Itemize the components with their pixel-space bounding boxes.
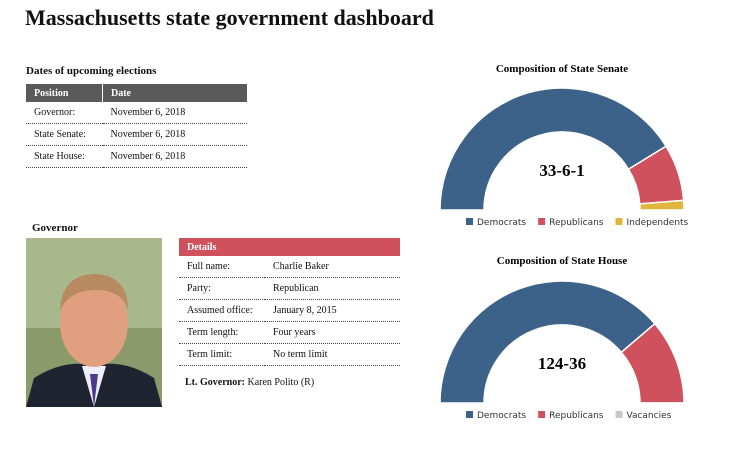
governor-photo	[26, 238, 162, 407]
donut-segment	[439, 87, 668, 211]
legend-swatch	[615, 218, 623, 225]
chart-title: Composition of State House	[497, 255, 628, 267]
lt-governor: Lt. Governor: Karen Polito (R)	[185, 377, 314, 388]
legend-label: Vacancies	[627, 411, 672, 421]
chart-title: Composition of State Senate	[496, 63, 628, 75]
row: Term limit: No term limit	[179, 343, 400, 366]
legend-swatch	[466, 218, 473, 225]
legend-swatch	[466, 411, 473, 418]
legend-label: Democrats	[477, 218, 526, 228]
cell: Governor:	[26, 102, 103, 124]
row: Governor: November 6, 2018	[26, 102, 247, 124]
cell: State House:	[26, 145, 103, 168]
legend-label: Republicans	[549, 218, 604, 228]
page-title: Massachusetts state government dashboard	[25, 5, 434, 30]
lt-governor-name: Karen Polito (R)	[247, 377, 315, 388]
column-header: Date	[102, 84, 247, 102]
cell: Four years	[265, 321, 400, 344]
cell: January 8, 2015	[265, 299, 400, 322]
column-header: Position	[26, 84, 103, 102]
donut-segment	[638, 199, 685, 211]
cell: Term length:	[179, 321, 265, 344]
row: State House: November 6, 2018	[26, 145, 247, 168]
row: State Senate: November 6, 2018	[26, 123, 247, 146]
cell: Party:	[179, 277, 265, 300]
row: Party: Republican	[179, 277, 400, 300]
cell: Full name:	[179, 256, 265, 278]
legend-swatch	[538, 411, 546, 418]
elections-table: Position Date Governor: November 6, 2018 …	[26, 84, 247, 168]
legend-label: Democrats	[477, 411, 526, 421]
cell: November 6, 2018	[102, 102, 247, 124]
center-label: 124-36	[538, 354, 586, 373]
legend-label: Republicans	[549, 411, 604, 421]
cell: November 6, 2018	[102, 145, 247, 168]
cell: Term limit:	[179, 343, 265, 366]
header-row: Position Date	[26, 84, 247, 102]
details-header: Details	[179, 238, 400, 256]
center-label: 33-6-1	[539, 161, 584, 180]
legend-label: Independents	[627, 218, 689, 228]
row: Assumed office: January 8, 2015	[179, 299, 400, 322]
cell: Republican	[265, 277, 400, 300]
section-title: Governor	[32, 222, 78, 234]
cell: State Senate:	[26, 123, 103, 146]
donut-segment	[439, 280, 656, 404]
cell: Assumed office:	[179, 299, 265, 322]
legend: Democrats Republicans Independents	[466, 218, 689, 228]
lt-governor-label: Lt. Governor:	[185, 377, 245, 388]
cell: Charlie Baker	[265, 256, 400, 278]
header-row: Details	[179, 238, 400, 256]
row: Term length: Four years	[179, 321, 400, 344]
legend: Democrats Republicans Vacancies	[466, 411, 672, 421]
section-title: Dates of upcoming elections	[26, 65, 157, 77]
details-table: Details Full name: Charlie Baker Party: Re…	[179, 238, 400, 366]
legend-swatch	[538, 218, 546, 225]
cell: No term limit	[265, 343, 400, 366]
cell: November 6, 2018	[102, 123, 247, 146]
row: Full name: Charlie Baker	[179, 256, 400, 278]
legend-swatch	[615, 411, 623, 418]
